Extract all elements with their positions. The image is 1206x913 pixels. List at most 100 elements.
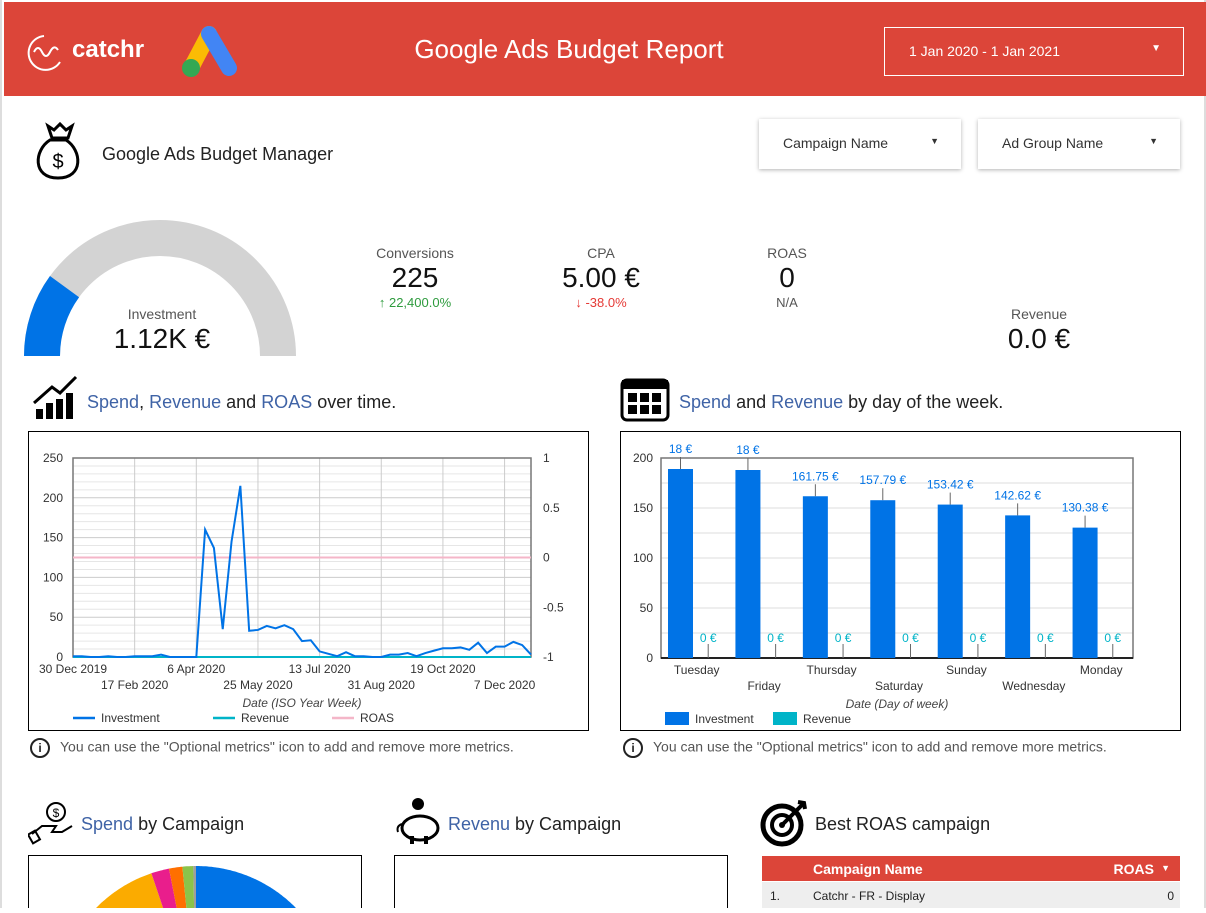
investment-kpi: Investment 1.12K € — [82, 306, 242, 355]
x-tick-label: Saturday — [875, 679, 923, 693]
money-bag-icon: $ — [36, 121, 80, 180]
campaign-name-filter[interactable]: Campaign Name ▼ — [759, 119, 961, 169]
column-header-roas[interactable]: ROAS — [1113, 861, 1154, 877]
kpi-label: Revenue — [1010, 306, 1068, 322]
investment-data-label: 161.75 € — [792, 469, 839, 483]
y-tick-label: 200 — [633, 451, 653, 465]
investment-data-label: 130.38 € — [1062, 501, 1109, 515]
kpi-label: CPA — [587, 245, 615, 261]
kpi-value: 1.12K € — [113, 323, 211, 354]
info-icon: i — [623, 738, 643, 758]
target-icon — [760, 800, 807, 847]
legend-label: Revenue — [241, 711, 289, 725]
kpi-label: Conversions — [376, 245, 454, 261]
dow-section-title: Spend and Revenue by day of the week. — [679, 392, 1004, 412]
conversions-kpi: Conversions 225 ↑ 22,400.0% — [335, 245, 495, 310]
y-tick-label: 150 — [43, 531, 63, 545]
info-note-right: i You can use the "Optional metrics" icon… — [623, 738, 1107, 758]
y2-tick-label: -1 — [543, 650, 554, 664]
investment-bar — [802, 496, 828, 658]
legend-label: Revenue — [803, 712, 851, 726]
column-header-campaign[interactable]: Campaign Name — [813, 861, 923, 877]
x-tick-label: 30 Dec 2019 — [39, 662, 107, 676]
bar-chart-svg: 0 50 100 150 200 18 € 0 € Tuesday 18 € 0 € Friday 1… — [633, 442, 1134, 726]
x-tick-label: 25 May 2020 — [223, 678, 293, 692]
calendar-icon — [620, 378, 670, 422]
legend-swatch — [773, 712, 797, 725]
svg-text:$: $ — [53, 806, 60, 820]
investment-bar — [1072, 527, 1098, 658]
x-tick-label: Thursday — [807, 663, 857, 677]
report-title: Google Ads Budget Report — [414, 34, 724, 64]
y-tick-label: 250 — [43, 451, 63, 465]
x-tick-label: 31 Aug 2020 — [348, 678, 416, 692]
pie-slice — [193, 866, 196, 908]
spend-revenue-roas-chart: 0 50 100 150 200 250 -1 -0.5 0 0.5 1 30 Dec 2019 6 A… — [28, 431, 589, 731]
row-campaign: Catchr - FR - Display — [813, 889, 926, 903]
pie-slice — [151, 868, 177, 908]
y2-tick-label: 0.5 — [543, 501, 560, 515]
google-ads-logo-icon — [182, 26, 237, 77]
kpi-label: ROAS — [767, 245, 807, 261]
growth-chart-icon — [33, 375, 78, 419]
kpi-value: 225 — [391, 262, 439, 293]
x-tick-label: Sunday — [946, 663, 987, 677]
y2-tick-label: -0.5 — [543, 600, 564, 614]
revenue-data-label: 0 € — [767, 631, 784, 645]
y-tick-label: 100 — [43, 570, 63, 584]
pie-chart-svg — [96, 866, 296, 908]
hand-coin-icon: $ — [28, 802, 73, 845]
svg-text:$: $ — [52, 151, 63, 173]
line-chart-svg: 0 50 100 150 200 250 -1 -0.5 0 0.5 1 30 Dec 2019 6 A… — [39, 451, 564, 725]
best-roas-title: Best ROAS campaign — [815, 814, 991, 834]
y-tick-label: 200 — [43, 491, 63, 505]
series-line-investment — [73, 485, 532, 658]
legend-label: Investment — [695, 712, 754, 726]
legend-swatch — [665, 712, 689, 725]
gauge-fill — [24, 276, 80, 357]
day-of-week-chart: 0 50 100 150 200 18 € 0 € Tuesday 18 € 0 € Friday 1… — [620, 431, 1181, 731]
campaign-filter-label: Campaign Name — [783, 135, 889, 151]
revenue-data-label: 0 € — [835, 631, 852, 645]
chevron-down-icon: ▼ — [1149, 136, 1158, 146]
kpi-value: 5.00 € — [562, 262, 640, 293]
revenue-data-label: 0 € — [902, 631, 919, 645]
date-range-value: 1 Jan 2020 - 1 Jan 2021 — [909, 43, 1061, 59]
date-range-picker[interactable]: 1 Jan 2020 - 1 Jan 2021 ▼ — [884, 27, 1184, 76]
catchr-logo-icon — [27, 35, 61, 71]
x-tick-label: 13 Jul 2020 — [289, 662, 351, 676]
row-index: 1. — [770, 889, 781, 903]
pie-slice — [196, 866, 296, 908]
ad-group-name-filter[interactable]: Ad Group Name ▼ — [978, 119, 1180, 169]
sort-desc-icon[interactable]: ▼ — [1161, 863, 1170, 873]
y-tick-label: 100 — [633, 551, 653, 565]
info-icon: i — [30, 738, 50, 758]
revenue-campaign-title: Revenu by Campaign — [448, 814, 622, 834]
revenue-data-label: 0 € — [1037, 631, 1054, 645]
y2-tick-label: 1 — [543, 451, 550, 465]
investment-bar — [1005, 515, 1031, 658]
spend-by-campaign-pie — [28, 855, 362, 908]
investment-data-label: 18 € — [669, 442, 693, 456]
investment-data-label: 153.42 € — [927, 478, 974, 492]
spend-campaign-title: Spend by Campaign — [81, 814, 245, 834]
investment-bar — [937, 504, 963, 658]
piggy-bank-icon — [396, 798, 440, 844]
revenue-by-campaign-chart — [394, 855, 728, 908]
roas-kpi: ROAS 0 N/A — [707, 245, 867, 310]
investment-data-label: 18 € — [736, 443, 760, 457]
revenue-data-label: 0 € — [970, 631, 987, 645]
pie-slice — [96, 873, 164, 908]
x-tick-label: 7 Dec 2020 — [474, 678, 536, 692]
table-row[interactable]: 1. Catchr - FR - Display 0 — [762, 882, 1180, 908]
chevron-down-icon: ▼ — [1151, 43, 1161, 54]
revenue-kpi: Revenue 0.0 € — [959, 306, 1119, 355]
investment-data-label: 142.62 € — [994, 488, 1041, 502]
x-tick-label: 6 Apr 2020 — [167, 662, 225, 676]
pie-slice — [169, 866, 187, 908]
kpi-label: Investment — [127, 306, 197, 322]
kpi-delta: ↑ 22,400.0% — [378, 295, 452, 310]
x-tick-label: Wednesday — [1002, 679, 1065, 693]
x-axis-title: Date (Day of week) — [846, 697, 949, 711]
investment-bar — [870, 500, 896, 658]
